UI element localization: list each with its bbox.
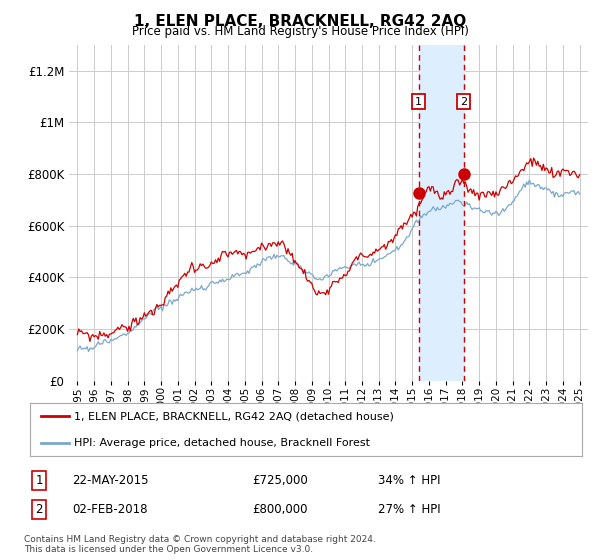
Text: 1: 1 [35, 474, 43, 487]
Text: 1, ELEN PLACE, BRACKNELL, RG42 2AQ: 1, ELEN PLACE, BRACKNELL, RG42 2AQ [134, 14, 466, 29]
Text: Price paid vs. HM Land Registry's House Price Index (HPI): Price paid vs. HM Land Registry's House … [131, 25, 469, 38]
Text: 2: 2 [460, 97, 467, 106]
Text: 2: 2 [35, 503, 43, 516]
Text: 34% ↑ HPI: 34% ↑ HPI [378, 474, 440, 487]
Text: HPI: Average price, detached house, Bracknell Forest: HPI: Average price, detached house, Brac… [74, 438, 370, 448]
Bar [419, 45, 464, 381]
Text: 02-FEB-2018: 02-FEB-2018 [72, 503, 148, 516]
Text: Contains HM Land Registry data © Crown copyright and database right 2024.
This d: Contains HM Land Registry data © Crown c… [24, 535, 376, 554]
Text: 22-MAY-2015: 22-MAY-2015 [72, 474, 149, 487]
Text: £725,000: £725,000 [252, 474, 308, 487]
Text: 1: 1 [415, 97, 422, 106]
Text: 1, ELEN PLACE, BRACKNELL, RG42 2AQ (detached house): 1, ELEN PLACE, BRACKNELL, RG42 2AQ (deta… [74, 412, 394, 422]
Text: 27% ↑ HPI: 27% ↑ HPI [378, 503, 440, 516]
Text: £800,000: £800,000 [252, 503, 308, 516]
